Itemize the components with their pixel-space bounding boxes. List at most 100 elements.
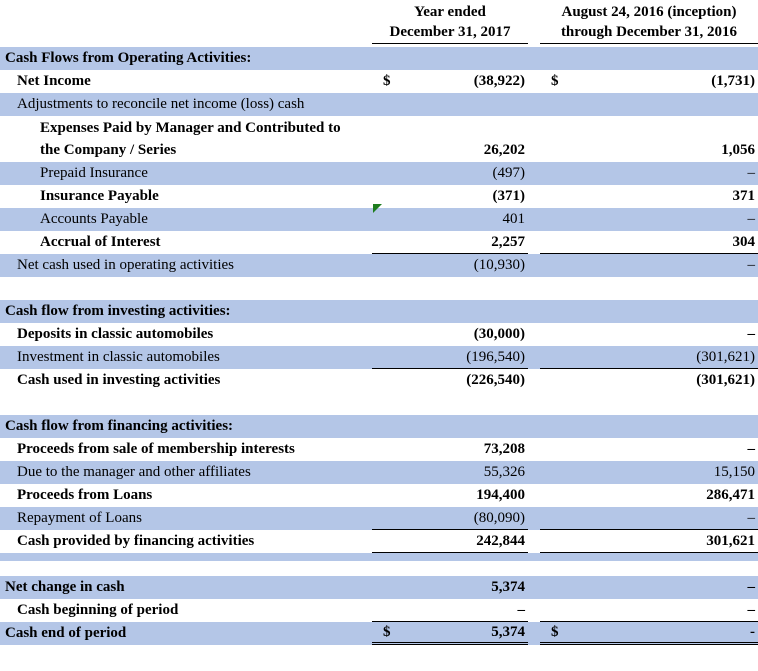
row-proceeds-from-loans: Proceeds from Loans 194,400 286,471 xyxy=(0,484,758,507)
row-accrual-of-interest: Accrual of Interest 2,257 304 xyxy=(0,231,758,254)
row-label: Accounts Payable xyxy=(40,211,148,227)
cell-value: – xyxy=(747,257,756,273)
column-gutter xyxy=(528,576,540,599)
column-header-2017: Year ended December 31, 2017 xyxy=(372,0,528,44)
column-header-2016-line2: through December 31, 2016 xyxy=(560,24,738,40)
cell-value: – xyxy=(747,165,756,181)
row-label: Insurance Payable xyxy=(40,188,159,204)
column-gutter xyxy=(528,622,540,645)
value-2016: (301,621) xyxy=(540,369,758,392)
row-label: Proceeds from Loans xyxy=(17,487,153,503)
table-body: Cash Flows from Operating Activities: Net… xyxy=(0,47,758,645)
cell-value: (196,540) xyxy=(466,348,525,365)
column-gutter xyxy=(528,507,540,530)
row-net-change-in-cash: Net change in cash 5,374 – xyxy=(0,576,758,599)
cell-value: 286,471 xyxy=(706,487,755,503)
value-2016: 301,621 xyxy=(540,530,758,553)
row-cash-flow-from-financing-activities: Cash flow from financing activities: xyxy=(0,415,758,438)
row-label: Net Income xyxy=(17,73,91,89)
value-2017: 55,326 xyxy=(372,461,528,484)
column-gutter xyxy=(528,162,540,185)
spacer-row xyxy=(0,553,758,561)
column-gutter xyxy=(528,185,540,208)
cell-value: – xyxy=(747,211,756,227)
value-2017: (226,540) xyxy=(372,369,528,392)
row-expenses-paid-by-manager-and-contributed-to: Expenses Paid by Manager and Contributed… xyxy=(0,116,758,162)
cell-value: – xyxy=(747,326,756,342)
column-gutter xyxy=(528,484,540,507)
row-label: Proceeds from sale of membership interes… xyxy=(17,441,295,457)
row-label: Cash Flows from Operating Activities: xyxy=(5,50,252,66)
value-2017 xyxy=(372,47,528,70)
row-label: Cash end of period xyxy=(5,625,127,641)
cell-value: 73,208 xyxy=(483,441,525,457)
cell-value: – xyxy=(747,441,756,457)
spacer-row xyxy=(0,561,758,576)
value-2017 xyxy=(372,93,528,116)
row-label: Investment in classic automobiles xyxy=(17,349,220,365)
value-2017: 242,844 xyxy=(372,530,528,553)
row-net-income: Net Income $ (38,922) $ (1,731) xyxy=(0,70,758,93)
value-2016: – xyxy=(540,162,758,185)
value-2017: (30,000) xyxy=(372,323,528,346)
row-label: Cash used in investing activities xyxy=(17,372,221,388)
row-label-line1: Expenses Paid by Manager and Contributed… xyxy=(40,120,341,136)
cell-value: 304 xyxy=(732,233,756,250)
cell-value: (301,621) xyxy=(696,372,755,388)
row-prepaid-insurance: Prepaid Insurance (497) – xyxy=(0,162,758,185)
cell-value: (497) xyxy=(492,165,526,181)
cell-value: 5,374 xyxy=(491,623,525,640)
row-label: Net change in cash xyxy=(5,579,125,595)
cell-value: – xyxy=(747,509,756,526)
value-2016 xyxy=(540,415,758,438)
spacer-row xyxy=(0,277,758,300)
row-label: Expenses Paid by Manager and Contributed… xyxy=(0,116,372,162)
cell-value: (371) xyxy=(492,188,526,204)
cell-value: 26,202 xyxy=(483,142,525,158)
row-label: Due to the manager and other affiliates xyxy=(17,464,251,480)
value-2016: – xyxy=(540,323,758,346)
column-gutter xyxy=(528,599,540,622)
dollar-sign: $ xyxy=(383,73,391,89)
value-2017: 401 xyxy=(372,204,528,231)
value-2017: (371) xyxy=(372,185,528,208)
row-label: Repayment of Loans xyxy=(17,510,142,526)
value-2017: (80,090) xyxy=(372,507,528,530)
green-flag-icon xyxy=(373,204,382,213)
cell-value: 1,056 xyxy=(721,142,755,158)
value-2016: – xyxy=(540,576,758,599)
cell-value: - xyxy=(750,623,755,640)
value-2016 xyxy=(540,300,758,323)
row-cash-beginning-of-period: Cash beginning of period – – xyxy=(0,599,758,622)
value-2016: $ (1,731) xyxy=(540,70,758,93)
row-label: Accrual of Interest xyxy=(40,234,161,250)
row-cash-flow-from-investing-activities: Cash flow from investing activities: xyxy=(0,300,758,323)
row-label: Adjustments to reconcile net income (los… xyxy=(17,96,305,112)
value-2017: $5,374 xyxy=(372,622,528,645)
value-2017: 73,208 xyxy=(372,438,528,461)
value-2016: – xyxy=(540,208,758,231)
cell-value: (30,000) xyxy=(473,326,525,342)
value-2016: 304 xyxy=(540,231,758,254)
row-label: Net cash used in operating activities xyxy=(17,257,235,273)
row-insurance-payable: Insurance Payable (371) 371 xyxy=(0,185,758,208)
row-cash-end-of-period: Cash end of period $5,374 $ - xyxy=(0,622,758,645)
value-2017 xyxy=(372,415,528,438)
column-header-2017-line1: Year ended xyxy=(414,4,486,20)
cell-value: 301,621 xyxy=(706,532,755,549)
row-cash-provided-by-financing-activities: Cash provided by financing activities 242… xyxy=(0,530,758,553)
cell-value: 5,374 xyxy=(491,579,525,595)
column-gutter xyxy=(528,300,540,323)
value-2016 xyxy=(540,93,758,116)
cell-value: 242,844 xyxy=(476,532,525,549)
value-2016: 371 xyxy=(540,185,758,208)
value-2017: (10,930) xyxy=(372,254,528,277)
dollar-sign: $ xyxy=(551,73,559,89)
value-2016: 15,150 xyxy=(540,461,758,484)
row-net-cash-used-in-operating-activities: Net cash used in operating activities (10… xyxy=(0,254,758,277)
cell-value: (80,090) xyxy=(473,509,525,526)
row-label: Deposits in classic automobiles xyxy=(17,326,214,342)
column-gutter xyxy=(528,208,540,231)
column-gutter xyxy=(528,47,540,70)
